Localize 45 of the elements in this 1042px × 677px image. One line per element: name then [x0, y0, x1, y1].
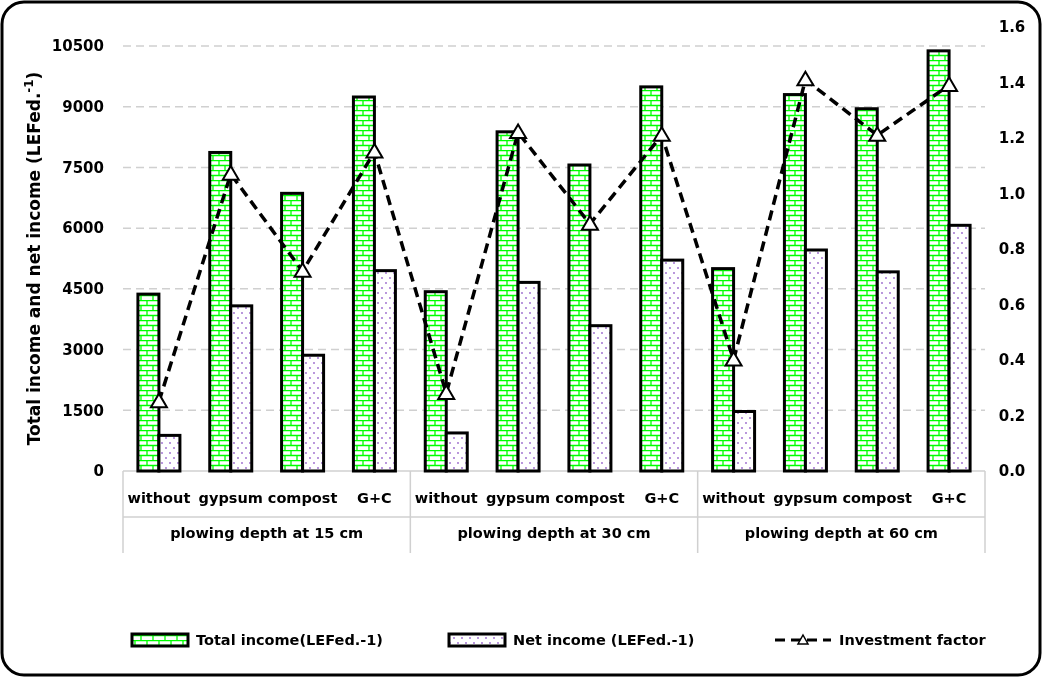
legend-label: Total income(LEFed.-1)	[196, 632, 383, 649]
text: plowing depth at 15 cm	[170, 525, 364, 541]
x-tick-label: G+C	[644, 490, 680, 506]
point	[868, 126, 887, 142]
point	[365, 142, 384, 159]
y-tick-label: 9000	[62, 97, 104, 116]
y2-tick-label: 0.2	[998, 406, 1026, 425]
x-tick-label: gypsum	[773, 490, 838, 506]
point	[580, 215, 599, 231]
x-tick-label: compost	[267, 490, 338, 506]
x-tick-label: G+C	[357, 490, 392, 506]
point	[221, 165, 240, 181]
legend-label: Investment factor	[839, 632, 987, 649]
y-tick-label: 4500	[62, 280, 104, 299]
y-tick-label: 0	[93, 462, 104, 481]
y2-tick-label: 1.0	[998, 184, 1026, 203]
x-tick-label: without	[702, 490, 766, 506]
x-tick-label: compost	[842, 490, 913, 506]
x-tick-label: G+C	[931, 490, 967, 506]
y2-tick-label: 1.2	[998, 129, 1026, 148]
y2-tick-label: 1.4	[998, 73, 1026, 92]
x-tick-label: without	[414, 490, 478, 506]
point	[293, 262, 312, 278]
text: plowing depth at 60 cm	[744, 525, 938, 541]
y-tick-label: 1500	[62, 401, 104, 420]
x-tick-label: gypsum	[485, 490, 551, 506]
point	[940, 76, 959, 92]
y-tick-label: 10500	[51, 37, 104, 56]
y2-tick-label: 0.0	[998, 462, 1026, 481]
point	[796, 70, 815, 87]
point	[509, 123, 528, 140]
point	[149, 392, 168, 409]
y-tick-label: 7500	[62, 158, 104, 177]
y-tick-label: 3000	[62, 340, 104, 359]
x-tick-label: without	[127, 490, 191, 506]
y2-tick-label: 1.6	[998, 18, 1026, 37]
text: plowing depth at 30 cm	[457, 525, 651, 541]
y2-tick-label: 0.4	[998, 351, 1026, 370]
y2-tick-label: 0.6	[998, 295, 1026, 314]
legend-label: Net income (LEFed.-1)	[513, 632, 695, 649]
x-tick-label: compost	[555, 490, 625, 506]
point	[652, 126, 671, 142]
x-tick-label: gypsum	[198, 490, 263, 506]
y2-tick-label: 0.8	[998, 240, 1026, 259]
y-tick-label: 6000	[62, 219, 104, 238]
